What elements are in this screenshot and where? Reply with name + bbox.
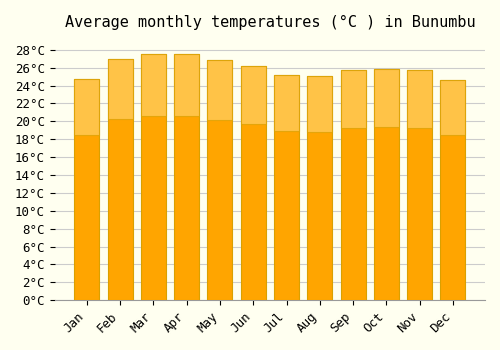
Bar [240, 66, 266, 125]
Bar [74, 79, 99, 300]
Bar [407, 70, 432, 300]
Bar [374, 69, 399, 126]
Bar [308, 76, 332, 300]
Bar [141, 54, 166, 300]
Bar [308, 76, 332, 132]
Bar [174, 54, 199, 116]
Bar [108, 59, 132, 119]
Bar [440, 80, 466, 135]
Bar [240, 66, 266, 300]
Bar [374, 69, 399, 300]
Bar [108, 59, 132, 300]
Bar [141, 54, 166, 116]
Bar [274, 75, 299, 131]
Bar [407, 70, 432, 128]
Title: Average monthly temperatures (°C ) in Bunumbu: Average monthly temperatures (°C ) in Bu… [64, 15, 475, 30]
Bar [74, 79, 99, 134]
Bar [340, 70, 365, 300]
Bar [340, 70, 365, 128]
Bar [274, 75, 299, 300]
Bar [208, 60, 233, 300]
Bar [440, 80, 466, 300]
Bar [208, 60, 233, 120]
Bar [174, 54, 199, 300]
